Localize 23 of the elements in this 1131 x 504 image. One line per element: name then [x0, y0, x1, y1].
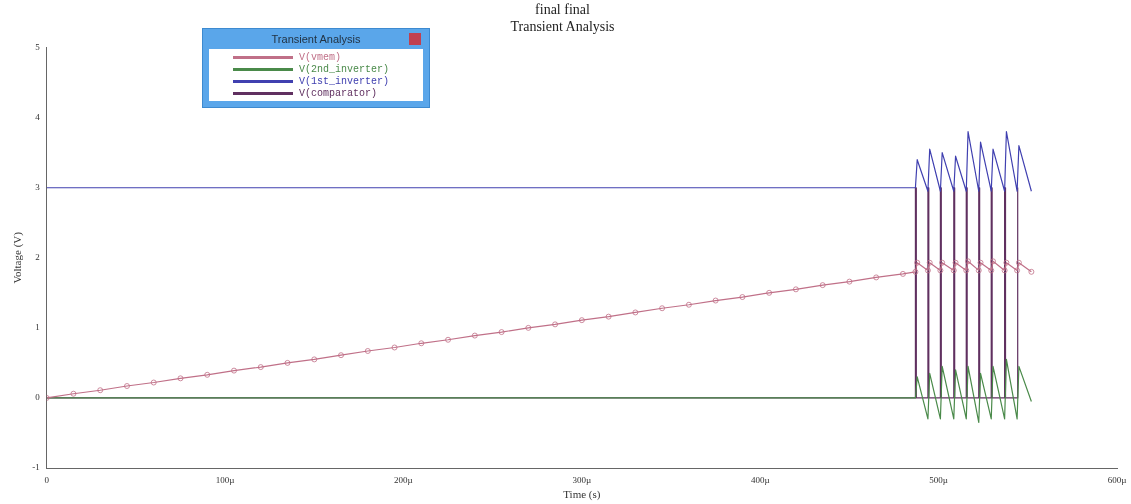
y-tick-label: 2 — [35, 252, 40, 263]
x-tick-label: 200µ — [394, 474, 413, 485]
x-tick-label: 0 — [44, 474, 50, 485]
x-tick-label: 600µ — [1107, 474, 1127, 485]
y-tick-label: 5 — [35, 41, 41, 52]
legend-title: Transient Analysis — [270, 32, 362, 47]
y-tick-label: 4 — [35, 112, 41, 123]
chart-subtitle: Transient Analysis — [510, 18, 615, 34]
y-tick-label: 0 — [35, 392, 41, 403]
text: V(comparator) — [299, 87, 378, 99]
y-tick-label: 3 — [35, 182, 41, 193]
text: V(vmem) — [299, 51, 342, 63]
text: V(2nd_inverter) — [299, 63, 390, 75]
x-tick-label: 400µ — [750, 474, 770, 485]
x-axis-title: Time (s) — [563, 488, 601, 502]
x-tick-label: 100µ — [215, 474, 235, 485]
y-tick-label: 1 — [35, 322, 40, 333]
x-tick-label: 500µ — [929, 474, 948, 485]
text: V(1st_inverter) — [299, 75, 390, 87]
y-axis-title: Voltage (V) — [11, 231, 25, 284]
chart-title: final final — [535, 2, 591, 18]
y-tick-label: -1 — [32, 462, 40, 473]
x-tick-label: 300µ — [572, 474, 592, 485]
